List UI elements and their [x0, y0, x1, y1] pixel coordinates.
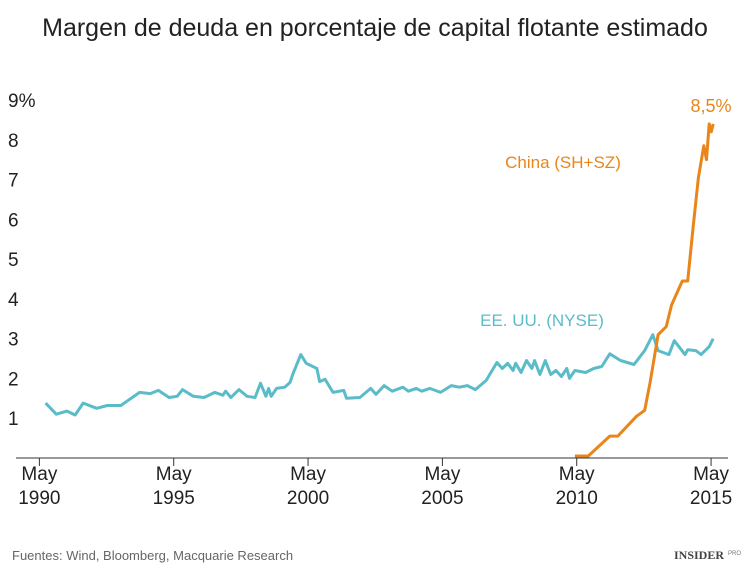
y-tick-label: 6: [8, 210, 19, 231]
y-tick-label: 4: [8, 290, 19, 311]
x-tick-label: May 2015: [690, 464, 732, 509]
brand: INSIDER: [674, 548, 724, 562]
y-tick-label: 7: [8, 171, 19, 192]
series-label: EE. UU. (NYSE): [480, 311, 604, 330]
chart-title: Margen de deuda en porcentaje de capital…: [42, 14, 708, 42]
x-tick-label: May 1990: [18, 464, 60, 509]
x-tick-label: May 2000: [287, 464, 329, 509]
x-tick-label: May 1995: [153, 464, 195, 509]
annotation: 8,5%: [690, 96, 731, 116]
y-tick-label: 5: [8, 250, 19, 271]
y-tick-label: 9%: [8, 91, 36, 112]
y-tick-label: 3: [8, 330, 19, 351]
y-tick-label: 8: [8, 131, 19, 152]
x-tick-label: May 2010: [556, 464, 598, 509]
x-tick-label: May 2005: [421, 464, 463, 509]
y-tick-label: 1: [8, 409, 19, 430]
source: Fuentes: Wind, Bloomberg, Macquarie Rese…: [12, 548, 293, 563]
series-line: [44, 333, 715, 417]
series-line: [574, 122, 715, 458]
series-label: China (SH+SZ): [505, 153, 621, 172]
brand-suffix: PRO: [728, 551, 741, 557]
y-tick-label: 2: [8, 369, 19, 390]
